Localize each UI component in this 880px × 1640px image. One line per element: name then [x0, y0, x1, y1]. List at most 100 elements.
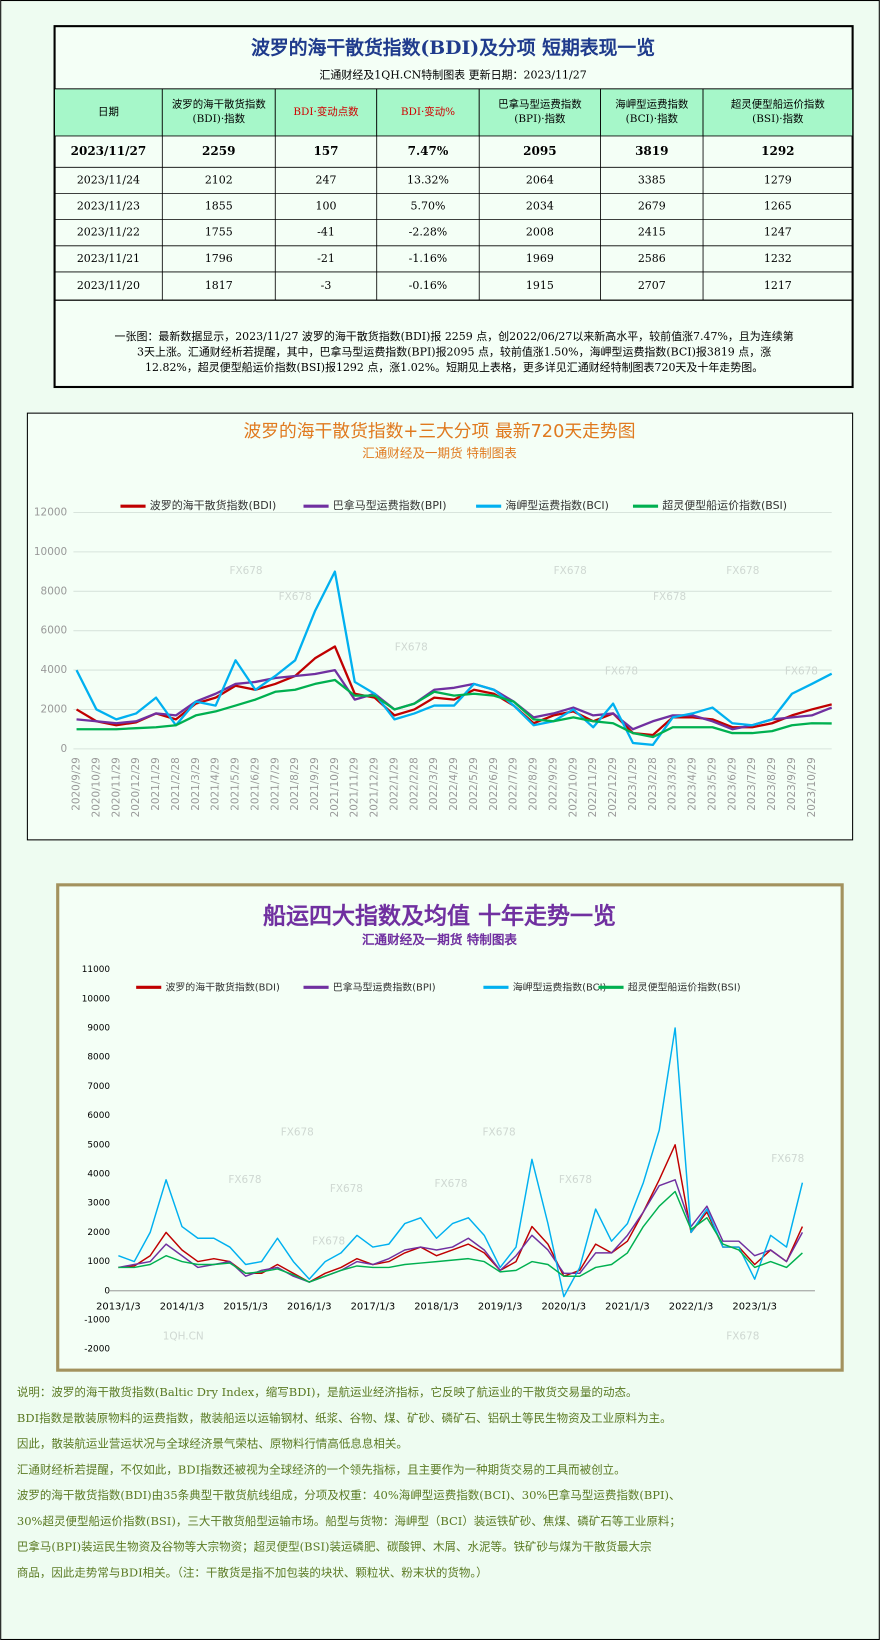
- x-tick-label: 2022/8/29: [528, 757, 540, 811]
- cell: 1915: [526, 279, 554, 292]
- x-tick-label: 2020/10/29: [90, 757, 102, 817]
- watermark: FX678: [726, 1331, 759, 1343]
- cell: 2679: [638, 200, 666, 213]
- cell: 2023/11/24: [77, 173, 140, 186]
- watermark: FX678: [229, 565, 262, 577]
- y-tick-label: 8000: [87, 1053, 110, 1063]
- note-line: 因此，散装航运业营运状况与全球经济景气荣枯、原物料行情高低息息相关。: [17, 1437, 408, 1451]
- note-line: 说明：波罗的海干散货指数(Baltic Dry Index，缩写BDI)，是航运…: [17, 1385, 638, 1399]
- y-tick-label: 6000: [41, 625, 68, 637]
- y-tick-label: 2000: [87, 1228, 110, 1238]
- cell: 1755: [205, 226, 233, 239]
- x-tick-label: 2021/6/29: [249, 757, 261, 811]
- x-tick-label: 2022/1/3: [669, 1302, 714, 1313]
- header-cell: [702, 88, 854, 137]
- cell: 100: [316, 200, 337, 213]
- cell: 2023/11/27: [71, 144, 147, 158]
- x-tick-label: 2020/9/29: [71, 757, 83, 811]
- watermark: FX678: [228, 1174, 261, 1186]
- chart-subtitle: 汇通财经及一期货 特制图表: [362, 445, 517, 460]
- x-tick-label: 2021/9/29: [309, 757, 321, 811]
- summary-line: 3天上涨。汇通财经析若提醒，其中，巴拿马型运费指数(BPI)报2095 点，较前…: [137, 344, 771, 358]
- x-tick-label: 2023/4/29: [687, 757, 699, 811]
- cell: -3: [321, 279, 332, 292]
- header-cell: [478, 88, 601, 137]
- note-line: 商品，因此走势常与BDI相关。（注：干散货是指不加包装的块状、颗粒状、粉末状的货…: [17, 1565, 488, 1579]
- header-label: 波罗的海干散货指数: [172, 98, 266, 111]
- cell: 1796: [205, 252, 233, 265]
- table-title: 波罗的海干散货指数(BDI)及分项 短期表现一览: [251, 36, 655, 59]
- x-tick-label: 2023/7/29: [746, 757, 758, 811]
- x-tick-label: 2021/3/29: [190, 757, 202, 811]
- x-tick-label: 2016/1/3: [287, 1302, 332, 1313]
- x-tick-label: 2018/1/3: [414, 1302, 459, 1313]
- x-tick-label: 2020/1/3: [542, 1302, 587, 1313]
- x-tick-label: 2021/8/29: [289, 757, 301, 811]
- note-line: 汇通财经析若提醒，不仅如此，BDI指数还被视为全球经济的一个领先指标，且主要作为…: [17, 1462, 626, 1476]
- cell: 157: [313, 144, 338, 158]
- cell: 1969: [526, 252, 554, 265]
- watermark: FX678: [554, 565, 587, 577]
- x-tick-label: 2017/1/3: [351, 1302, 396, 1313]
- x-tick-label: 2013/1/3: [96, 1302, 141, 1313]
- cell: 2415: [638, 226, 666, 239]
- y-tick-label: 4000: [87, 1170, 110, 1180]
- cell: 2023/11/20: [77, 279, 140, 292]
- header-cell: [274, 88, 378, 137]
- x-tick-label: 2022/11/29: [587, 757, 599, 817]
- x-tick-label: 2021/1/29: [150, 757, 162, 811]
- watermark: FX678: [281, 1127, 314, 1139]
- watermark: FX678: [395, 641, 428, 653]
- y-tick-label: 4000: [41, 664, 68, 676]
- cell: 2008: [526, 226, 554, 239]
- watermark: FX678: [559, 1174, 592, 1186]
- cell: 3385: [638, 173, 666, 186]
- chart-title: 船运四大指数及均值 十年走势一览: [263, 902, 616, 929]
- header-cell: [54, 88, 163, 137]
- cell: 1217: [764, 279, 792, 292]
- cell: 2259: [202, 144, 235, 158]
- cell: -41: [317, 226, 335, 239]
- cell: 1279: [764, 173, 792, 186]
- cell: 1817: [205, 279, 233, 292]
- x-tick-label: 2022/10/29: [567, 757, 579, 817]
- cell: 2023/11/21: [77, 252, 140, 265]
- cell: -2.28%: [409, 226, 448, 239]
- series-line: [76, 668, 833, 731]
- x-tick-label: 2023/10/29: [806, 757, 818, 817]
- watermark: FX678: [771, 1153, 804, 1165]
- x-tick-label: 2021/5/29: [230, 757, 242, 811]
- watermark: FX678: [653, 591, 686, 603]
- header-label: 超灵便型船运价指数: [731, 98, 825, 111]
- x-tick-label: 2022/3/29: [428, 757, 440, 811]
- cell: -0.16%: [409, 279, 448, 292]
- header-label: (BCI)·指数: [626, 112, 679, 125]
- header-label: (BDI)·指数: [193, 112, 246, 125]
- legend-label: 超灵便型船运价指数(BSI): [628, 980, 741, 993]
- legend-label: 巴拿马型运费指数(BPI): [333, 498, 447, 512]
- x-tick-label: 2021/4/29: [210, 757, 222, 811]
- watermark: FX678: [330, 1183, 363, 1195]
- x-tick-label: 2020/12/29: [130, 757, 142, 817]
- series-line: [118, 1190, 803, 1283]
- x-tick-label: 2022/9/29: [547, 757, 559, 811]
- watermark: FX678: [312, 1236, 345, 1248]
- cell: -1.16%: [409, 252, 448, 265]
- header-cell: [161, 88, 276, 137]
- x-tick-label: 2023/2/28: [647, 757, 659, 811]
- y-tick-label: 10000: [34, 546, 67, 558]
- table-frame: [53, 25, 854, 389]
- x-tick-label: 2022/2/28: [408, 757, 420, 811]
- chart-frame: [26, 412, 854, 841]
- y-tick-label: -2000: [84, 1345, 110, 1355]
- watermark: FX678: [605, 665, 638, 677]
- x-tick-label: 2014/1/3: [160, 1302, 205, 1313]
- y-tick-label: 8000: [41, 585, 68, 597]
- y-tick-label: 3000: [87, 1199, 110, 1209]
- y-tick-label: 0: [60, 743, 67, 755]
- header-cell: [600, 88, 704, 137]
- cell: 2707: [638, 279, 666, 292]
- watermark: 1QH.CN: [163, 1331, 204, 1343]
- note-line: 30%超灵便型船运价指数(BSI)，三大干散货船型运输市场。船型与货物：海岬型（…: [17, 1514, 681, 1528]
- series-line: [118, 1027, 804, 1298]
